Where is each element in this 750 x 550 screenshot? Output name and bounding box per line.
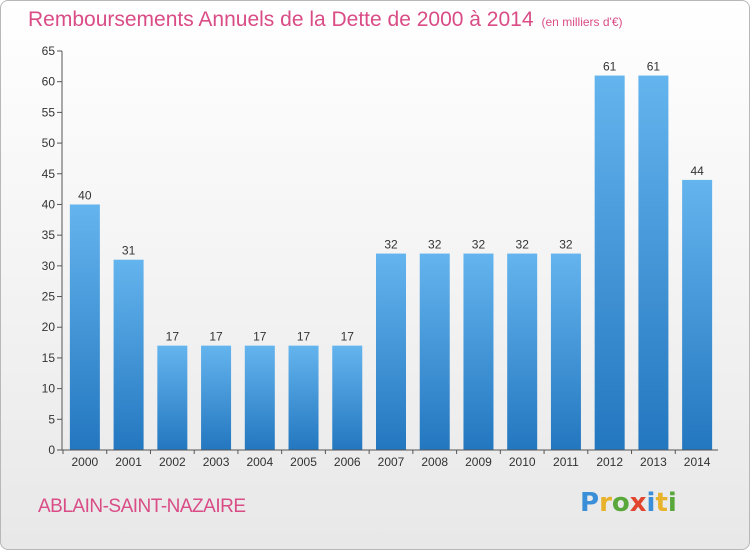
- bar-value-label: 31: [122, 244, 136, 258]
- x-tick-label: 2007: [378, 455, 405, 469]
- bar-value-label: 17: [209, 330, 223, 344]
- chart-title: Remboursements Annuels de la Dette de 20…: [28, 8, 623, 32]
- logo-letter: o: [611, 488, 630, 518]
- bar: [288, 345, 319, 450]
- bar: [419, 253, 450, 450]
- y-tick-label: 35: [42, 228, 56, 242]
- x-tick-label: 2004: [246, 455, 273, 469]
- chart-title-text: Remboursements Annuels de la Dette de 20…: [28, 8, 534, 31]
- bars: 40 31 17 17 17 17 17 32 32 32 32 32 61 61 44: [69, 60, 713, 451]
- bar: [682, 179, 713, 450]
- x-tick-label: 2002: [159, 455, 186, 469]
- bar-value-label: 32: [428, 238, 442, 252]
- bar: [69, 204, 100, 450]
- y-tick-label: 60: [42, 75, 56, 89]
- x-tick-label: 2013: [640, 455, 667, 469]
- bar: [244, 345, 275, 450]
- bar-value-label: 17: [297, 330, 311, 344]
- bar-value-label: 40: [78, 188, 92, 202]
- bar-value-label: 61: [647, 60, 661, 74]
- x-tick-label: 2001: [115, 455, 142, 469]
- bar: [113, 259, 144, 450]
- bar-value-label: 32: [516, 238, 530, 252]
- logo-letter: t: [655, 488, 668, 518]
- x-tick-label: 2008: [421, 455, 448, 469]
- bar: [376, 253, 406, 450]
- y-tick-label: 5: [48, 412, 55, 426]
- x-tick-label: 2009: [465, 455, 492, 469]
- chart-subtitle: (en milliers d'€): [541, 15, 623, 29]
- bar-value-label: 44: [690, 164, 704, 178]
- bar-value-label: 61: [603, 60, 617, 74]
- y-tick-label: 20: [42, 320, 56, 334]
- x-tick-label: 2011: [553, 455, 579, 469]
- bar: [507, 253, 538, 450]
- y-tick-label: 40: [42, 197, 56, 211]
- proxiti-logo: Proxiti: [580, 488, 677, 518]
- x-tick-label: 2010: [509, 455, 536, 469]
- bar-value-label: 17: [253, 330, 267, 344]
- bar: [157, 345, 188, 450]
- bar: [463, 253, 494, 450]
- logo-letter: x: [629, 488, 647, 518]
- bar-value-label: 32: [384, 238, 398, 252]
- x-tick-label: 2012: [596, 455, 623, 469]
- bar-value-label: 32: [472, 238, 486, 252]
- y-tick-label: 25: [42, 290, 56, 304]
- y-tick-label: 45: [42, 167, 56, 181]
- bar-value-label: 17: [341, 330, 355, 344]
- y-axis: 0 5 10 15 20 25 30 35 40 45 50 55 60 65: [42, 44, 63, 457]
- x-tick-label: 2000: [72, 455, 99, 469]
- bar: [332, 345, 363, 450]
- x-tick-label: 2005: [290, 455, 317, 469]
- logo-letter: P: [580, 488, 600, 518]
- commune-name: ABLAIN-SAINT-NAZAIRE: [38, 496, 246, 517]
- y-tick-label: 55: [42, 105, 56, 119]
- bar-value-label: 17: [166, 330, 180, 344]
- logo-letter: i: [667, 488, 677, 518]
- x-tick-label: 2014: [684, 455, 711, 469]
- bar: [638, 75, 669, 451]
- bar: [550, 253, 581, 450]
- x-tick-label: 2003: [203, 455, 230, 469]
- y-tick-label: 65: [42, 44, 56, 58]
- y-tick-label: 30: [42, 259, 56, 273]
- y-tick-label: 10: [42, 382, 56, 396]
- bar: [594, 75, 625, 451]
- logo-letter: r: [599, 488, 612, 518]
- bar-value-label: 32: [559, 238, 573, 252]
- logo-letter: i: [646, 488, 656, 518]
- y-tick-label: 50: [42, 136, 56, 150]
- bar: [201, 345, 232, 450]
- x-tick-label: 2006: [334, 455, 361, 469]
- y-tick-label: 15: [42, 351, 56, 365]
- x-axis: 2000 2001 2002 2003 2004 2005 2006 2007 2008 2009…: [62, 449, 718, 469]
- y-tick-label: 0: [48, 443, 55, 457]
